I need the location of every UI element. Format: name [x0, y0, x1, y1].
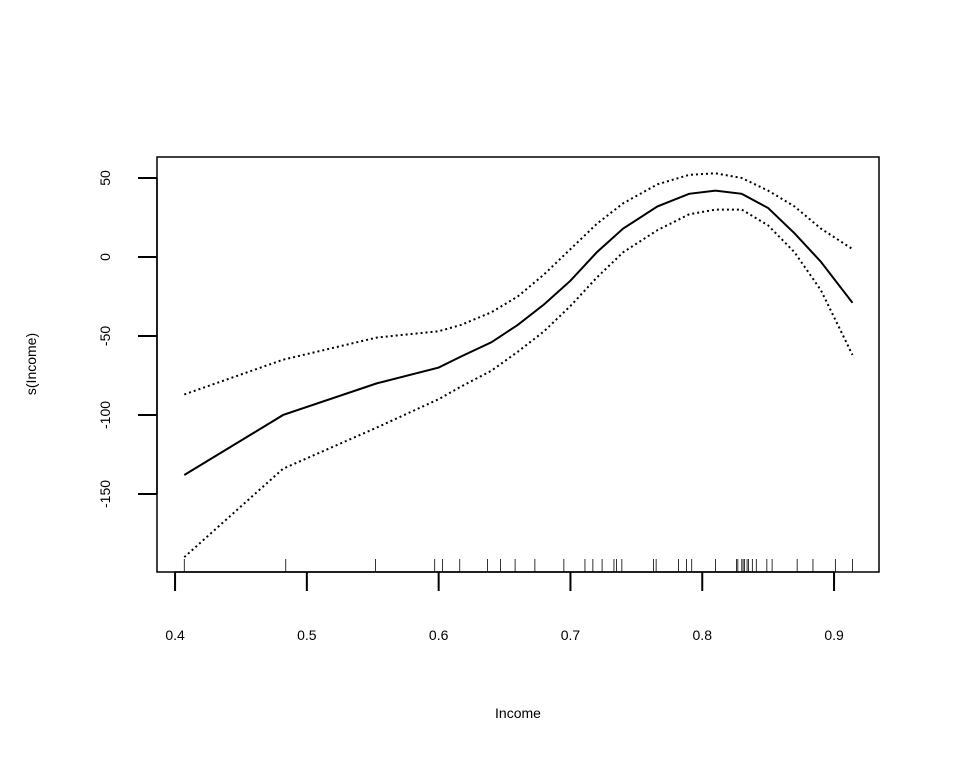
y-tick-label: 0 — [97, 253, 113, 261]
x-axis-label: Income — [495, 705, 541, 721]
y-tick-label: -50 — [97, 326, 113, 346]
x-tick-label: 0.7 — [561, 627, 581, 643]
y-tick-label: 50 — [97, 170, 113, 186]
plot-frame — [156, 156, 880, 573]
x-tick-label: 0.4 — [165, 627, 185, 643]
y-tick-label: -150 — [97, 480, 113, 508]
y-tick-label: -100 — [97, 401, 113, 429]
x-tick-label: 0.8 — [693, 627, 713, 643]
y-axis-label: s(Income) — [23, 333, 39, 395]
x-tick-label: 0.5 — [297, 627, 317, 643]
x-tick-label: 0.6 — [429, 627, 449, 643]
series-line — [183, 189, 854, 476]
x-tick-label: 0.9 — [824, 627, 844, 643]
series-line — [183, 172, 854, 396]
series-line — [183, 208, 854, 558]
